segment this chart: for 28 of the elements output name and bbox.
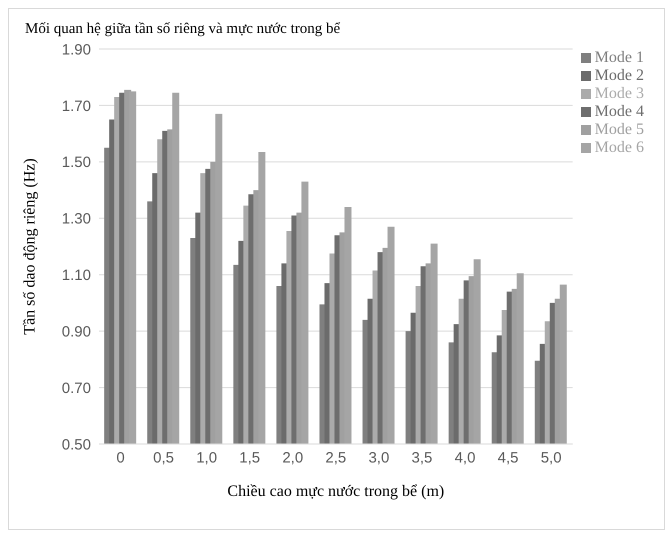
legend-label: Mode 6 (594, 139, 644, 156)
x-tick-label: 1,0 (196, 450, 218, 467)
legend-label: Mode 1 (594, 49, 644, 66)
x-tick-label: 2,5 (325, 450, 346, 467)
y-tick-label: 1.10 (62, 267, 91, 284)
y-tick-label: 1.30 (62, 210, 91, 228)
y-axis-title: Tần số dao động riêng (Hz) (22, 158, 39, 335)
y-tick-label: 1.50 (62, 154, 91, 172)
y-tick-label: 0.90 (62, 323, 91, 340)
legend-label: Mode 4 (594, 103, 644, 120)
y-tick-label: 1.90 (62, 41, 91, 58)
y-tick-label: 1.70 (62, 98, 91, 115)
x-tick-label: 3,0 (368, 450, 390, 467)
legend-label: Mode 3 (594, 85, 644, 102)
x-tick-label: 0,5 (153, 450, 174, 467)
x-tick-label: 5,0 (540, 450, 562, 467)
x-tick-label: 4,0 (454, 450, 476, 467)
y-tick-label: 0.70 (62, 380, 91, 397)
x-axis-title: Chiều cao mực nước trong bể (m) (227, 483, 444, 500)
x-tick-label: 2,0 (282, 450, 304, 467)
chart-title: Mối quan hệ giữa tần số riêng và mực nước trong bể (25, 21, 340, 38)
x-tick-label: 3,5 (412, 450, 432, 467)
y-tick-label: 0.50 (62, 436, 91, 454)
legend-label: Mode 5 (594, 121, 644, 138)
x-tick-label: 0 (116, 450, 125, 467)
legend-label: Mode 2 (594, 67, 644, 84)
x-tick-label: 1,5 (239, 450, 260, 467)
x-tick-label: 4,5 (498, 450, 519, 467)
